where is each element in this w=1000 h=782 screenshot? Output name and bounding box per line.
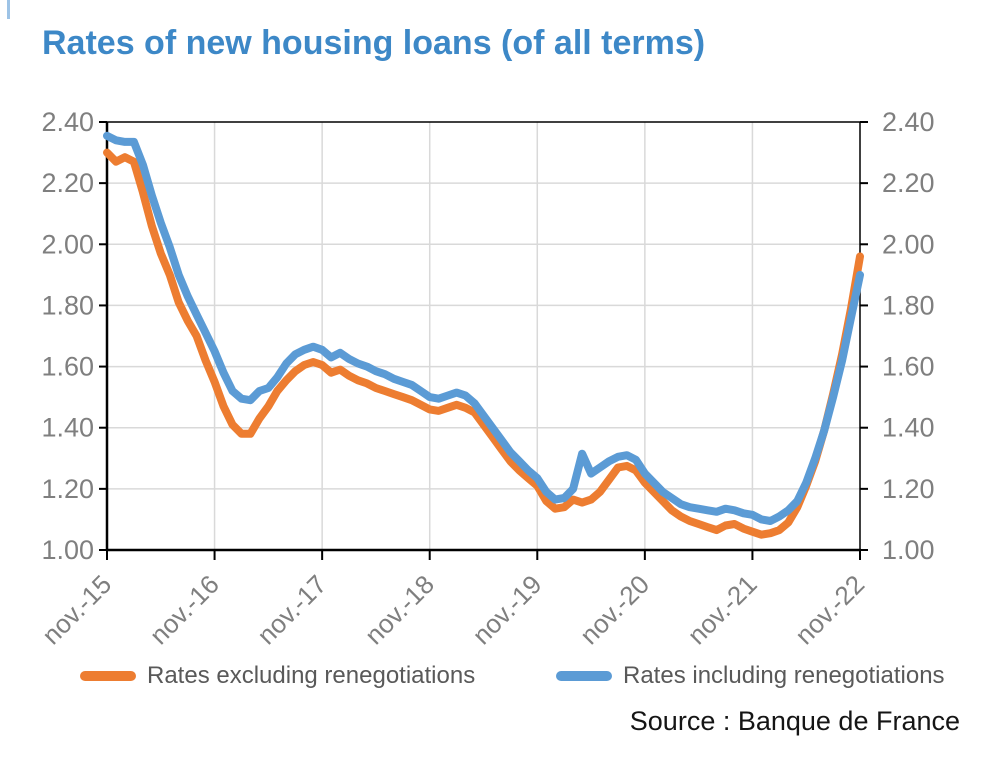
x-tick-label: nov.-20 — [574, 569, 655, 650]
y-tick-label-right: 2.20 — [882, 168, 935, 198]
y-tick-label-left: 1.20 — [41, 474, 94, 504]
y-tick-label-left: 2.20 — [41, 168, 94, 198]
corner-mark — [7, 0, 10, 19]
source-caption: Source : Banque de France — [629, 706, 960, 736]
y-tick-label-left: 2.40 — [41, 107, 94, 137]
y-tick-label-right: 1.60 — [882, 352, 935, 382]
x-tick-label: nov.-21 — [681, 569, 762, 650]
x-tick-label: nov.-15 — [36, 569, 117, 650]
y-tick-label-right: 2.40 — [882, 107, 935, 137]
y-tick-label-left: 2.00 — [41, 229, 94, 259]
y-tick-label-left: 1.00 — [41, 535, 94, 565]
y-tick-label-left: 1.60 — [41, 352, 94, 382]
y-tick-label-right: 1.20 — [882, 474, 935, 504]
x-tick-label: nov.-19 — [466, 569, 547, 650]
y-tick-label-left: 1.40 — [41, 413, 94, 443]
page-title: Rates of new housing loans (of all terms… — [42, 24, 706, 62]
y-tick-label-right: 1.40 — [882, 413, 935, 443]
legend: Rates excluding renegotiations Rates inc… — [0, 660, 1000, 700]
x-tick-label: nov.-17 — [251, 569, 332, 650]
y-tick-label-right: 1.80 — [882, 290, 935, 320]
legend-item-including-renegotiations: Rates including renegotiations — [556, 660, 945, 692]
x-tick-label: nov.-18 — [359, 569, 440, 650]
x-tick-label: nov.-22 — [789, 569, 870, 650]
legend-swatch-blue — [556, 671, 612, 681]
series-line-1 — [103, 131, 864, 525]
y-tick-label-right: 2.00 — [882, 229, 935, 259]
series-line-0 — [103, 148, 864, 539]
y-tick-label-left: 1.80 — [41, 290, 94, 320]
legend-label-excluding: Rates excluding renegotiations — [147, 662, 476, 689]
legend-swatch-orange — [80, 671, 136, 681]
legend-label-including: Rates including renegotiations — [623, 662, 945, 689]
legend-item-excluding-renegotiations: Rates excluding renegotiations — [80, 660, 475, 692]
y-tick-label-right: 1.00 — [882, 535, 935, 565]
x-tick-label: nov.-16 — [144, 569, 225, 650]
